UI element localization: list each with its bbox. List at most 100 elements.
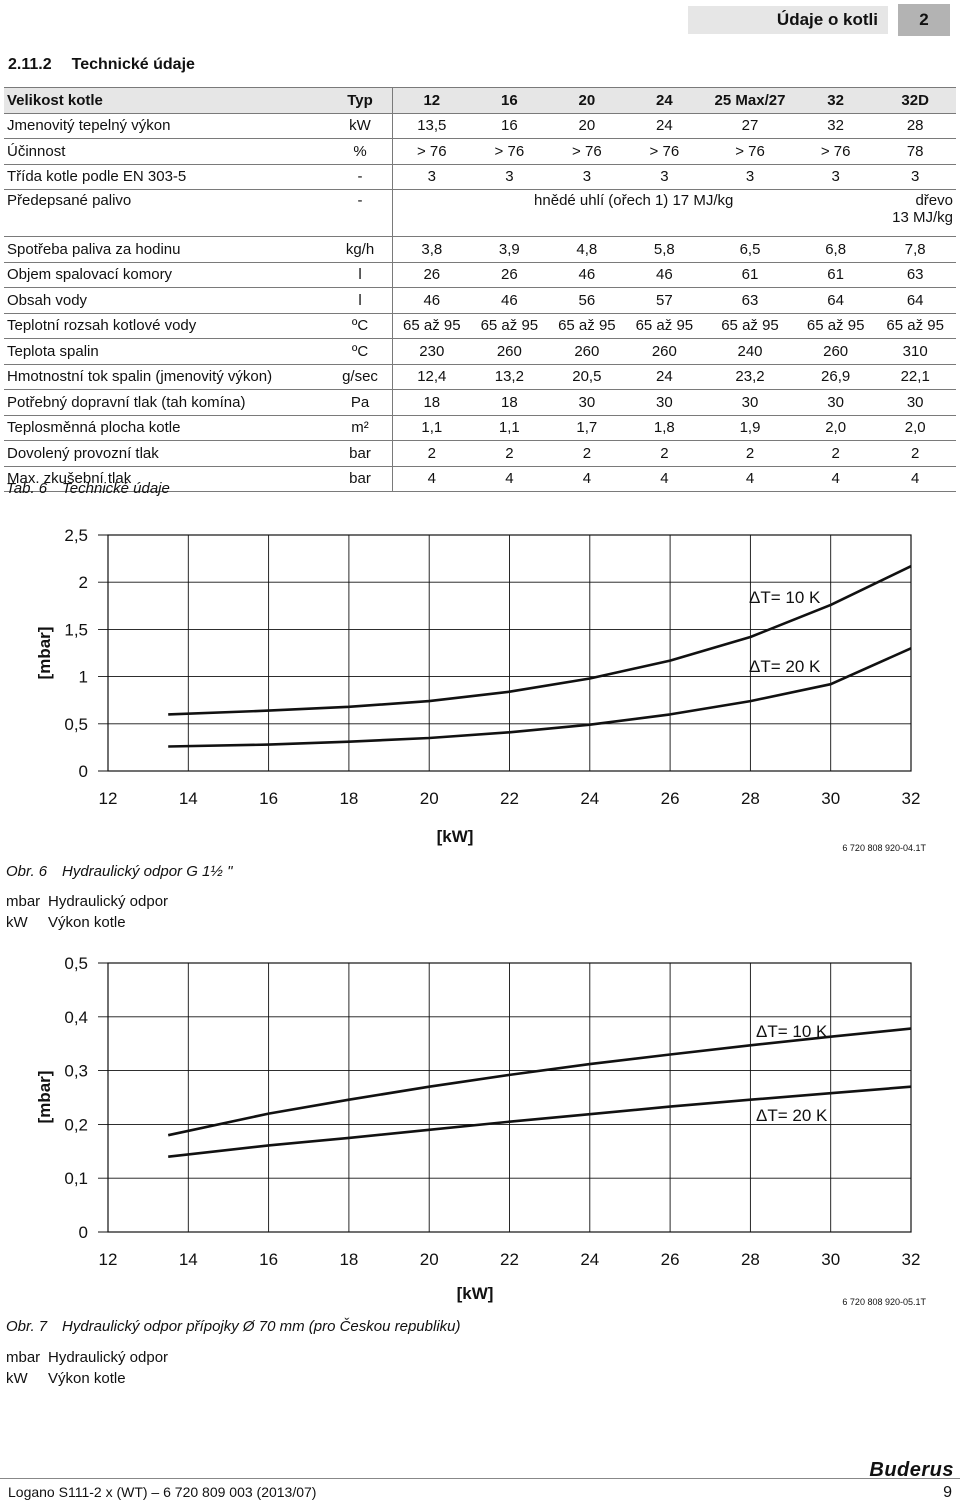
table-cell: 57 bbox=[625, 287, 704, 314]
row-unit: l bbox=[328, 262, 393, 288]
row-unit: l bbox=[328, 287, 393, 314]
table-cell: 260 bbox=[470, 338, 549, 365]
table-cell: 30 bbox=[874, 389, 956, 416]
fuel-wood-cell: dřevo 13 MJ/kg bbox=[874, 189, 956, 237]
table-cell: 64 bbox=[796, 287, 875, 314]
table-cell: 3,9 bbox=[470, 236, 549, 263]
y-tick-label: 0 bbox=[79, 1223, 88, 1242]
table-cell: 2,0 bbox=[796, 415, 875, 441]
x-tick-label: 16 bbox=[259, 789, 278, 808]
series-label: ΔT= 20 K bbox=[756, 1106, 828, 1125]
legend-value: Hydraulický odpor bbox=[48, 893, 169, 910]
row-unit: ºC bbox=[328, 313, 393, 339]
table-cell: 28 bbox=[874, 113, 956, 139]
table-cell: 46 bbox=[548, 262, 626, 288]
y-tick-label: 0,5 bbox=[64, 715, 88, 734]
table-cell: 26 bbox=[392, 262, 471, 288]
table-cell: 2 bbox=[470, 440, 549, 467]
figure-6-caption-number: Obr. 6 bbox=[6, 863, 48, 880]
x-tick-label: 32 bbox=[902, 789, 921, 808]
table-cell: 20 bbox=[548, 113, 626, 139]
row-unit: kW bbox=[328, 113, 393, 139]
legend-key: kW bbox=[6, 1370, 28, 1387]
table-row: Obsah vody l 46 46 56 57 63 64 64 bbox=[4, 287, 956, 314]
table-cell: 6,8 bbox=[796, 236, 875, 263]
row-unit: ºC bbox=[328, 338, 393, 365]
table-cell: 3,8 bbox=[392, 236, 471, 263]
x-tick-label: 20 bbox=[420, 1250, 439, 1269]
x-tick-label: 26 bbox=[661, 1250, 680, 1269]
table-cell: 65 až 95 bbox=[796, 313, 875, 339]
row-unit: - bbox=[328, 189, 393, 237]
row-unit: bar bbox=[328, 466, 393, 492]
figure-code: 6 720 808 920-04.1T bbox=[842, 843, 926, 853]
table-cell: 23,2 bbox=[703, 364, 797, 390]
row-label: Předepsané palivo bbox=[4, 189, 328, 237]
table-cell: 22,1 bbox=[874, 364, 956, 390]
table-row-fuel: Předepsané palivo - hnědé uhlí (ořech 1) 1… bbox=[4, 189, 956, 237]
legend-value: Výkon kotle bbox=[48, 1370, 126, 1387]
x-tick-label: 14 bbox=[179, 1250, 198, 1269]
row-label: Teplotní rozsah kotlové vody bbox=[4, 313, 328, 339]
table-cell: 13,2 bbox=[470, 364, 549, 390]
table-cell: > 76 bbox=[703, 138, 797, 165]
table-cell: 24 bbox=[625, 113, 704, 139]
y-tick-label: 0,5 bbox=[64, 954, 88, 973]
x-tick-label: 14 bbox=[179, 789, 198, 808]
table-cell: 46 bbox=[625, 262, 704, 288]
table-row: Objem spalovací komory l 26 26 46 46 61 61 63 bbox=[4, 262, 956, 288]
series-label: ΔT= 10 K bbox=[749, 588, 821, 607]
table-cell: 2,0 bbox=[874, 415, 956, 441]
x-tick-label: 12 bbox=[99, 789, 118, 808]
y-tick-label: 2 bbox=[79, 573, 88, 592]
legend-key: mbar bbox=[6, 893, 41, 910]
table-cell: 3 bbox=[703, 164, 797, 190]
table-cell: 18 bbox=[392, 389, 471, 416]
table-row: Potřebný dopravní tlak (tah komína) Pa 18 1… bbox=[4, 389, 956, 416]
y-tick-label: 1,5 bbox=[64, 620, 88, 639]
y-tick-label: 0 bbox=[79, 762, 88, 781]
table-cell: 4 bbox=[625, 466, 704, 492]
x-tick-label: 28 bbox=[741, 789, 760, 808]
table-cell: 65 až 95 bbox=[548, 313, 626, 339]
table-row: Hmotnostní tok spalin (jmenovitý výkon) g… bbox=[4, 364, 956, 390]
table-cell: 2 bbox=[874, 440, 956, 467]
x-tick-label: 12 bbox=[99, 1250, 118, 1269]
table-cell: 65 až 95 bbox=[625, 313, 704, 339]
table-cell: 32 bbox=[796, 113, 875, 139]
table-cell: 1,9 bbox=[703, 415, 797, 441]
y-tick-label: 0,3 bbox=[64, 1062, 88, 1081]
x-tick-label: 18 bbox=[339, 1250, 358, 1269]
table-cell: 6,5 bbox=[703, 236, 797, 263]
table-cell: > 76 bbox=[625, 138, 704, 165]
table-cell: 5,8 bbox=[625, 236, 704, 263]
row-label: Objem spalovací komory bbox=[4, 262, 328, 288]
x-tick-label: 32 bbox=[902, 1250, 921, 1269]
table-cell: 3 bbox=[625, 164, 704, 190]
header-title: Údaje o kotli bbox=[688, 6, 888, 34]
figure-7-caption-number: Obr. 7 bbox=[6, 1318, 48, 1335]
row-unit: - bbox=[328, 164, 393, 190]
footer-divider bbox=[0, 1478, 960, 1479]
table-cell: 3 bbox=[796, 164, 875, 190]
column-header: 25 Max/27 bbox=[703, 87, 797, 114]
table-cell: 27 bbox=[703, 113, 797, 139]
row-unit: kg/h bbox=[328, 236, 393, 263]
x-axis-label: [kW] bbox=[457, 1284, 494, 1303]
table-row: Dovolený provozní tlak bar 2 2 2 2 2 2 2 bbox=[4, 440, 956, 467]
table-cell: 4 bbox=[874, 466, 956, 492]
row-unit: % bbox=[328, 138, 393, 165]
table-cell: > 76 bbox=[548, 138, 626, 165]
x-tick-label: 24 bbox=[580, 789, 599, 808]
x-tick-label: 22 bbox=[500, 789, 519, 808]
figure-7-legend: mbar Hydraulický odpor kW Výkon kotle bbox=[6, 1347, 168, 1389]
legend-row: kW Výkon kotle bbox=[6, 1368, 168, 1389]
table-cell: 230 bbox=[392, 338, 471, 365]
column-header: 24 bbox=[625, 87, 704, 114]
table-cell: 3 bbox=[470, 164, 549, 190]
table-caption-number: Tab. 6 bbox=[6, 480, 48, 497]
page-number: 9 bbox=[943, 1484, 952, 1501]
legend-row: kW Výkon kotle bbox=[6, 912, 168, 933]
table-cell: 4 bbox=[703, 466, 797, 492]
series-label: ΔT= 10 K bbox=[756, 1022, 828, 1041]
